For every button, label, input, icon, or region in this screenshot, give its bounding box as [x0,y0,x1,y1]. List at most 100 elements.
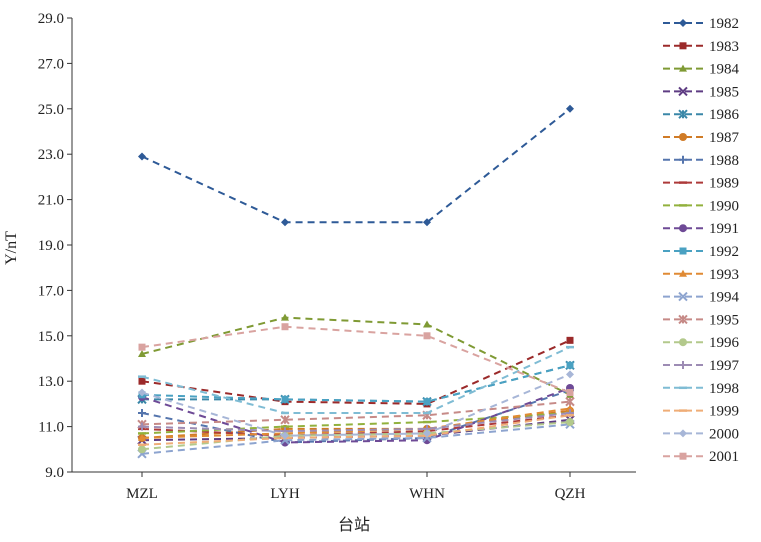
y-tick-label: 9.0 [45,465,64,481]
series-2001 [138,323,574,397]
data-point-marker [281,323,289,331]
data-point-marker [138,388,146,397]
y-tick-label: 25.0 [38,102,64,118]
y-tick-label: 19.0 [38,238,64,254]
legend-item: 1996 [663,335,740,351]
legend-label: 1992 [709,244,739,260]
legend-item: 1983 [663,39,739,55]
data-point-marker [679,247,687,255]
y-tick-label: 17.0 [38,283,64,299]
x-axis-title: 台站 [338,516,370,534]
data-point-marker [138,408,146,417]
legend-label: 1998 [709,381,739,397]
data-point-marker [678,314,688,325]
legend-label: 1995 [709,312,739,328]
data-point-marker [679,338,687,347]
data-point-marker [566,370,574,379]
legend-item: 2000 [663,426,739,442]
legend-label: 1987 [709,130,740,146]
data-point-marker [138,152,146,161]
data-point-marker [679,224,687,233]
y-tick-label: 29.0 [38,11,64,27]
data-point-marker [423,218,431,227]
y-tick-label: 13.0 [38,374,64,390]
x-tick-labels: MZL LYH WHN QZH [126,472,586,502]
data-point-marker [138,422,146,431]
data-point-marker [678,86,688,97]
series-1991 [138,384,574,447]
series-1982 [138,104,574,227]
data-point-marker [679,361,687,369]
legend-item: 2001 [663,449,739,465]
series-layer [137,104,575,459]
data-point-marker [423,436,431,445]
data-point-marker [679,452,687,460]
data-point-marker [679,42,687,50]
y-tick-label: 21.0 [38,193,64,209]
series-line [141,373,571,437]
legend-item: 1991 [663,221,739,237]
legend-label: 1985 [709,84,739,100]
legend-item: 1999 [663,404,739,420]
legend-label: 2000 [709,426,739,442]
legend-label: 1988 [709,153,739,169]
data-point-marker [281,218,289,227]
data-point-marker [679,155,687,164]
legend-label: 1990 [709,198,739,214]
legend-item: 1989 [663,176,739,192]
legend-item: 1997 [663,358,740,374]
data-point-marker [566,389,574,397]
legend-label: 2001 [709,449,739,465]
y-axis-title: Y/nT [3,231,20,265]
series-line [141,364,571,403]
data-point-marker [679,64,687,72]
legend-item: 1982 [663,16,739,32]
data-point-marker [423,320,431,328]
data-point-marker [423,429,431,438]
series-line [141,346,571,414]
legend-label: 1996 [709,335,740,351]
legend-label: 1986 [709,107,740,123]
legend-label: 1993 [709,267,739,283]
legend-label: 1991 [709,221,739,237]
series-2000 [138,370,574,440]
legend-item: 1998 [663,381,739,397]
series-line [141,339,571,405]
data-point-marker [280,415,290,425]
data-point-marker [566,104,574,113]
data-point-marker [423,332,431,340]
legend-label: 1997 [709,358,740,374]
data-point-marker [281,431,289,440]
data-point-marker [679,269,687,277]
series-line [141,389,571,444]
data-point-marker [281,313,289,321]
y-tick-labels: 9.0 11.0 13.0 15.0 17.0 19.0 21.0 23.0 25.0 27.0 2… [38,11,72,481]
data-point-marker [138,377,146,385]
legend-item: 1992 [663,244,739,260]
x-tick-label: LYH [270,486,299,502]
x-tick-label: WHN [409,486,445,502]
data-point-marker [679,19,687,27]
legend-label: 1982 [709,16,739,32]
data-point-marker [423,398,431,406]
series-1998 [138,345,574,415]
legend-item: 1985 [663,84,739,100]
y-tick-label: 11.0 [38,420,64,436]
y-tick-label: 15.0 [38,329,64,345]
data-point-marker [566,404,574,412]
x-tick-label: MZL [126,486,158,502]
series-line [141,108,571,224]
series-line [141,387,571,444]
y-tick-label: 23.0 [38,147,64,163]
data-point-marker [566,361,574,369]
legend-item: 1993 [663,267,739,283]
data-point-marker [678,109,688,119]
legend-item: 1986 [663,107,740,123]
legend-label: 1989 [709,176,739,192]
data-point-marker [138,343,146,351]
data-point-marker [566,336,574,344]
legend-label: 1984 [709,62,740,78]
legend-item: 1990 [663,198,739,214]
data-point-marker [138,445,146,454]
legend-item: 1984 [663,62,740,78]
